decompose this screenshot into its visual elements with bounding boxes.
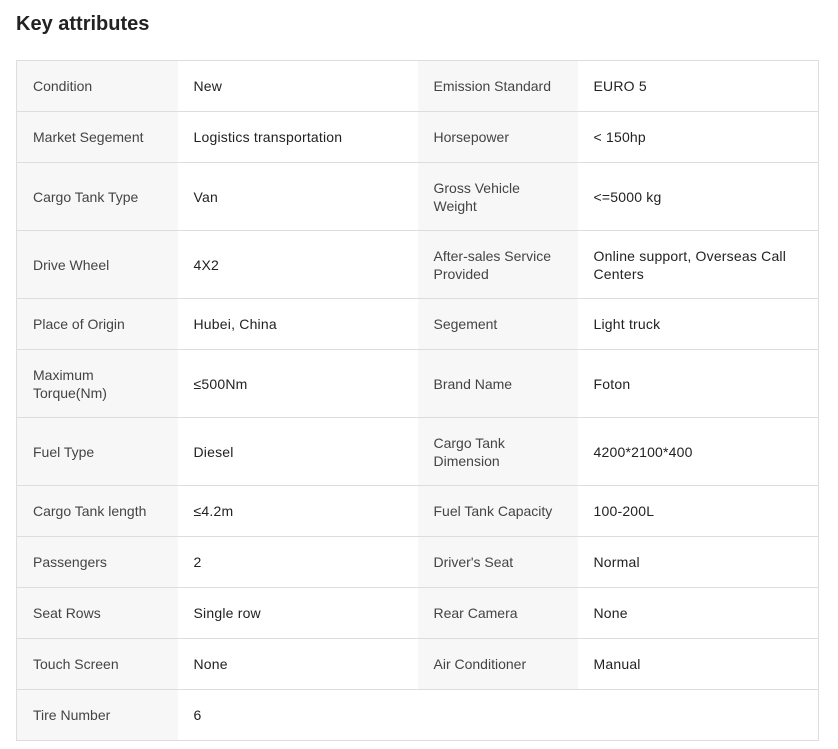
attribute-label: Driver's Seat <box>417 536 578 588</box>
attribute-label: Maximum Torque(Nm) <box>16 349 178 418</box>
table-row: Fuel Type Diesel Cargo Tank Dimension 4200*… <box>16 417 819 486</box>
attribute-value: None <box>177 638 418 690</box>
attribute-value: Foton <box>577 349 819 418</box>
table-row: Condition New Emission Standard EURO 5 <box>16 60 819 112</box>
attribute-value: Van <box>177 162 418 231</box>
attribute-value: ≤4.2m <box>177 485 418 537</box>
attribute-value: 6 <box>177 689 418 741</box>
section-title: Key attributes <box>16 13 150 35</box>
attribute-label: Drive Wheel <box>16 230 178 299</box>
attribute-value: < 150hp <box>577 111 819 163</box>
attribute-value: New <box>177 60 418 112</box>
attribute-value: Diesel <box>177 417 418 486</box>
attribute-label: Tire Number <box>16 689 178 741</box>
attribute-value: 100-200L <box>577 485 819 537</box>
attribute-value: Light truck <box>577 298 819 350</box>
attribute-label: Fuel Tank Capacity <box>417 485 578 537</box>
attribute-value: Single row <box>177 587 418 639</box>
attribute-value <box>577 689 819 741</box>
attribute-value: ≤500Nm <box>177 349 418 418</box>
attribute-value: Online support, Overseas Call Centers <box>577 230 819 299</box>
attribute-value: Manual <box>577 638 819 690</box>
attributes-table: Condition New Emission Standard EURO 5 Marke… <box>16 60 819 741</box>
attribute-label: Fuel Type <box>16 417 178 486</box>
attribute-label: Touch Screen <box>16 638 178 690</box>
attribute-value: 2 <box>177 536 418 588</box>
attribute-label: After-sales Service Provided <box>417 230 578 299</box>
attribute-label: Horsepower <box>417 111 578 163</box>
attribute-label: Air Conditioner <box>417 638 578 690</box>
attribute-label: Cargo Tank length <box>16 485 178 537</box>
attribute-value: Logistics transportation <box>177 111 418 163</box>
attribute-value: EURO 5 <box>577 60 819 112</box>
attribute-label: Emission Standard <box>417 60 578 112</box>
table-row: Cargo Tank Type Van Gross Vehicle Weight <=… <box>16 162 819 231</box>
attribute-value: None <box>577 587 819 639</box>
attribute-label: Cargo Tank Dimension <box>417 417 578 486</box>
attribute-label: Condition <box>16 60 178 112</box>
table-row: Tire Number 6 <box>16 689 819 741</box>
table-row: Touch Screen None Air Conditioner Manual <box>16 638 819 690</box>
attribute-value: 4X2 <box>177 230 418 299</box>
table-row: Drive Wheel 4X2 After-sales Service Provid… <box>16 230 819 299</box>
attribute-label <box>417 689 578 741</box>
attribute-label: Rear Camera <box>417 587 578 639</box>
table-row: Seat Rows Single row Rear Camera None <box>16 587 819 639</box>
table-row: Cargo Tank length ≤4.2m Fuel Tank Capacity… <box>16 485 819 537</box>
attribute-label: Market Segement <box>16 111 178 163</box>
attribute-value: <=5000 kg <box>577 162 819 231</box>
table-row: Place of Origin Hubei, China Segement Light… <box>16 298 819 350</box>
table-row: Maximum Torque(Nm) ≤500Nm Brand Name Foton <box>16 349 819 418</box>
attribute-label: Cargo Tank Type <box>16 162 178 231</box>
attribute-label: Passengers <box>16 536 178 588</box>
attribute-value: Normal <box>577 536 819 588</box>
attribute-label: Seat Rows <box>16 587 178 639</box>
attribute-label: Place of Origin <box>16 298 178 350</box>
table-row: Market Segement Logistics transportation H… <box>16 111 819 163</box>
attribute-value: Hubei, China <box>177 298 418 350</box>
attribute-label: Segement <box>417 298 578 350</box>
attribute-value: 4200*2100*400 <box>577 417 819 486</box>
attribute-label: Gross Vehicle Weight <box>417 162 578 231</box>
attribute-label: Brand Name <box>417 349 578 418</box>
table-row: Passengers 2 Driver's Seat Normal <box>16 536 819 588</box>
